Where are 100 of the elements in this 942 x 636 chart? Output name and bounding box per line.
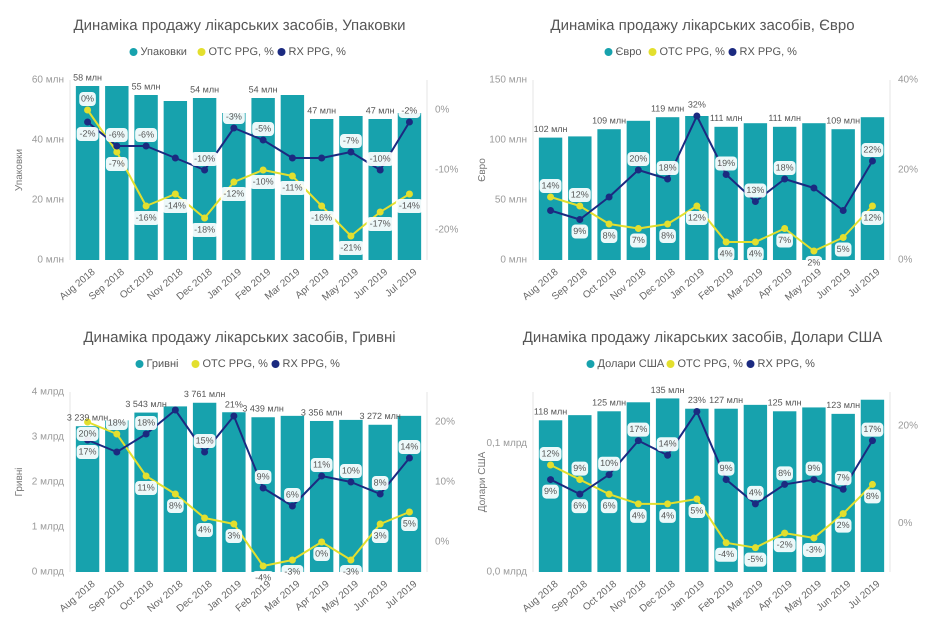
y-axis-title: Євро [477, 158, 488, 182]
data-label: 20% [629, 153, 648, 164]
legend-label: OTC PPG, % [660, 46, 726, 58]
data-label: 2% [807, 257, 820, 268]
legend-label: Долари США [598, 358, 665, 370]
data-label: 7% [632, 234, 645, 245]
data-label: 17% [629, 424, 648, 434]
data-label: 14% [400, 441, 418, 452]
data-label: 109 млн [826, 116, 860, 126]
y2-tick-label: 20% [898, 420, 918, 432]
data-label: 12% [863, 212, 882, 222]
y-tick-label: 3 млрд [32, 432, 64, 443]
data-label: -16% [136, 212, 157, 222]
data-label: -2% [80, 128, 96, 138]
y2-tick-label: 20% [898, 164, 918, 176]
data-label: 12% [688, 212, 706, 222]
data-label: 8% [374, 477, 387, 488]
data-label: -3% [806, 544, 822, 554]
data-label: 4% [748, 248, 762, 258]
data-label: 47 млн [307, 105, 336, 116]
data-label: -14% [398, 200, 420, 210]
y-tick-label: 0,0 млрд [486, 566, 528, 578]
annotation: 123 млн [826, 400, 860, 410]
y-axis-title: Гривні [14, 467, 25, 497]
data-label: 18% [108, 417, 126, 428]
data-label: 21% [224, 399, 243, 410]
annotation: 3 239 млн [66, 412, 108, 423]
chart-title: Динаміка продажу лікарських засобів, Упаковки [74, 17, 406, 34]
annotation: 125 млн [768, 398, 802, 408]
data-label: 12% [542, 448, 560, 458]
data-label: 0% [81, 93, 94, 104]
data-label: 13% [746, 184, 764, 195]
data-label: -2% [401, 105, 418, 116]
data-label: -21% [340, 242, 362, 252]
annotation: 127 млн [709, 395, 744, 406]
data-label: -2% [776, 539, 793, 550]
data-label: 9% [720, 462, 733, 473]
data-label: 7% [836, 472, 850, 483]
data-label: -6% [138, 129, 154, 140]
data-label: 14% [542, 180, 560, 190]
data-label: 3% [227, 530, 240, 540]
annotation: 3 543 млн [125, 398, 167, 409]
data-label: -18% [194, 224, 216, 234]
data-label: 8% [168, 500, 182, 510]
y2-tick-label: 20% [435, 416, 456, 428]
y2-tick-label: 40% [898, 74, 918, 86]
data-label: 6% [286, 489, 299, 500]
y-tick-label: 0,1 млрд [486, 438, 528, 450]
y2-tick-label: 0% [435, 536, 450, 548]
chart-title: Динаміка продажу лікарських засобів, Гривні [83, 329, 396, 346]
data-label: -5% [747, 554, 764, 564]
data-label: 54 млн [190, 84, 220, 94]
data-label: 119 млн [650, 104, 684, 114]
data-label: 2% [836, 520, 850, 530]
y-tick-label: 60 млн [32, 74, 64, 86]
annotation: 3 272 млн [359, 411, 401, 422]
data-label: -11% [282, 182, 303, 192]
data-label: 8% [866, 490, 879, 501]
data-label: -10% [370, 153, 391, 164]
data-label: 22% [863, 144, 882, 154]
data-label: -17% [370, 218, 391, 228]
data-label: 18% [137, 417, 156, 428]
data-label: 0% [315, 548, 328, 558]
data-label: -10% [194, 153, 216, 164]
annotation: 135 млн [650, 384, 685, 395]
y-tick-label: 0 млрд [32, 566, 64, 578]
data-label: 4% [198, 524, 212, 534]
chart-title: Динаміка продажу лікарських засобів, Долари США [522, 329, 882, 346]
data-label: 18% [776, 162, 794, 172]
data-label: -3% [284, 566, 300, 576]
annotation: 3 439 млн [242, 404, 284, 414]
data-label: 5% [836, 244, 850, 254]
y-tick-label: 1 млрд [32, 522, 64, 533]
data-label: 4% [661, 510, 674, 520]
data-label: 8% [602, 230, 616, 240]
data-label: 15% [196, 435, 214, 446]
annotation: 125 млн [592, 398, 626, 408]
legend-label: RX PPG, % [758, 358, 816, 370]
data-label: 111 млн [710, 113, 742, 124]
y-tick-label: 2 млрд [32, 476, 64, 488]
data-label: 20% [78, 428, 97, 438]
data-label: 6% [602, 500, 616, 511]
data-label: 58 млн [73, 72, 102, 82]
legend-label: OTC PPG, % [678, 358, 744, 370]
data-label: 109 млн [592, 116, 626, 126]
data-label: -6% [108, 129, 125, 140]
annotation: 118 млн [534, 406, 568, 417]
y-tick-label: 20 млн [32, 194, 64, 206]
legend-label: Упаковки [140, 46, 187, 58]
y-tick-label: 40 млн [32, 134, 64, 146]
data-label: 11% [312, 459, 330, 470]
y2-tick-label: 0% [898, 254, 913, 266]
data-label: -5% [255, 123, 272, 134]
data-label: 8% [778, 468, 792, 478]
y2-tick-label: 0% [898, 518, 913, 529]
data-label: 9% [544, 486, 558, 496]
legend-label: Євро [616, 46, 642, 58]
y-tick-label: 0 млн [500, 254, 527, 266]
data-label: 8% [661, 230, 674, 240]
y2-tick-label: -10% [435, 164, 458, 176]
